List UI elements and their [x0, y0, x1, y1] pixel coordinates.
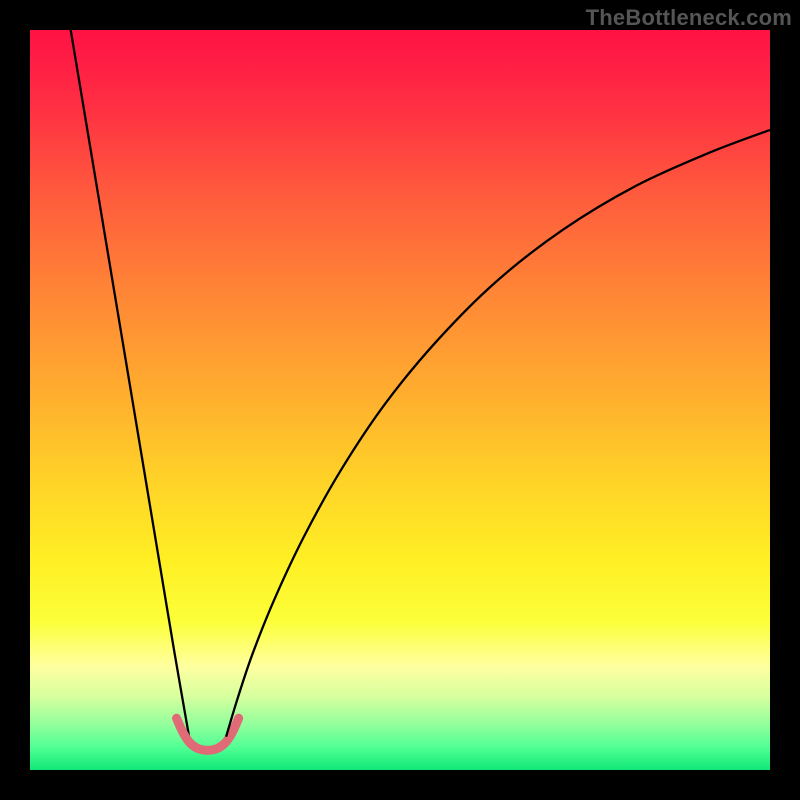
curve-layer: [30, 30, 770, 770]
plot-area: [30, 30, 770, 770]
watermark-text: TheBottleneck.com: [586, 5, 792, 31]
curve-left-branch: [71, 30, 189, 737]
curve-right-branch: [226, 130, 770, 737]
